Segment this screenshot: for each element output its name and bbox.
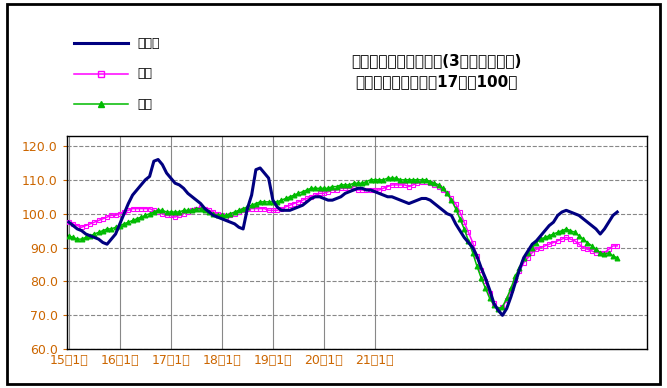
Text: 鉱工業生産指数の推移(3ヶ月移動平均)
（季節調整済、平成17年＝100）: 鉱工業生産指数の推移(3ヶ月移動平均) （季節調整済、平成17年＝100） <box>352 54 522 90</box>
Text: 鳥取県: 鳥取県 <box>137 37 159 50</box>
Text: 中国: 中国 <box>137 67 152 80</box>
Text: 全国: 全国 <box>137 98 152 111</box>
